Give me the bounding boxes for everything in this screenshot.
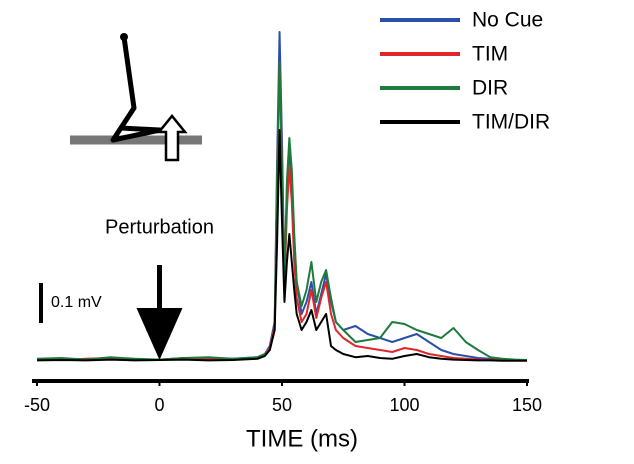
annotation-arrow-head	[136, 308, 183, 360]
x-tick-label: 100	[389, 395, 419, 415]
x-axis-label: TIME (ms)	[246, 425, 358, 452]
annotation-label: Perturbation	[105, 216, 214, 238]
legend-label: DIR	[472, 77, 508, 100]
x-tick-label: 50	[272, 395, 292, 415]
x-tick-label: 0	[154, 395, 164, 415]
limb-icon	[70, 33, 202, 162]
legend-label: TIM	[472, 43, 508, 66]
push-arrow	[156, 114, 188, 162]
legend-label: TIM/DIR	[472, 111, 550, 134]
scale-bar-label: 0.1 mV	[51, 294, 102, 311]
series-line	[36, 129, 527, 362]
series-line	[36, 61, 528, 361]
joint	[120, 33, 128, 41]
legend-label: No Cue	[472, 9, 543, 32]
x-tick-label: -50	[24, 395, 50, 415]
limb	[110, 36, 163, 143]
x-tick-label: 150	[512, 395, 542, 415]
